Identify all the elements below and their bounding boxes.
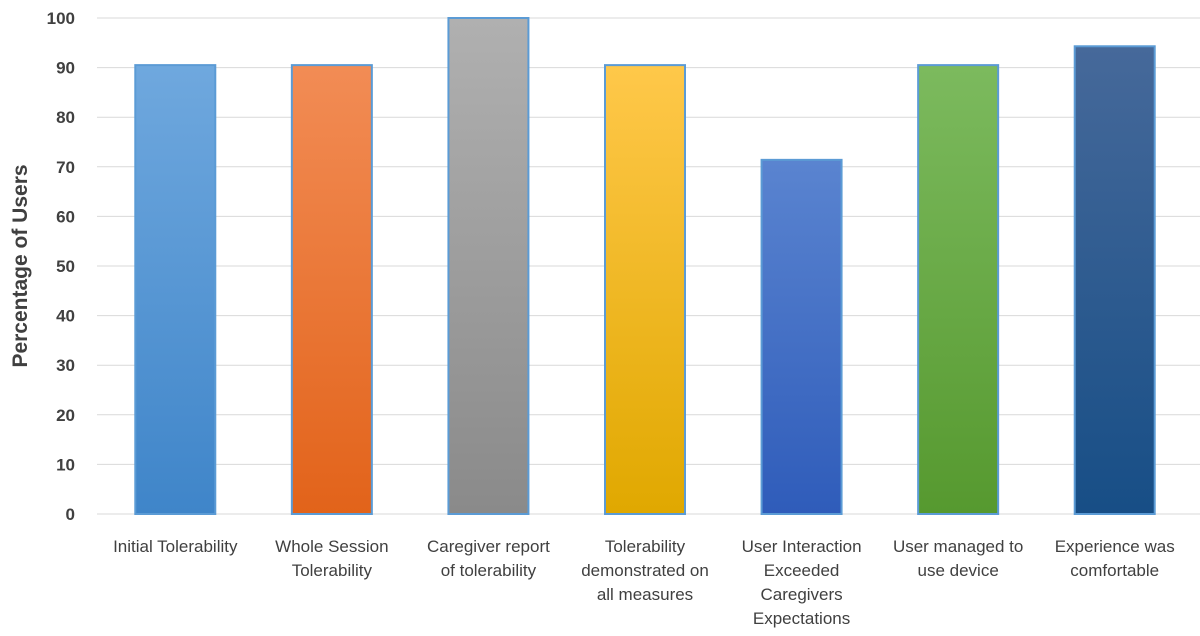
- y-tick-label: 0: [66, 505, 75, 524]
- bar-1: [134, 64, 217, 516]
- y-tick-label: 10: [56, 455, 75, 474]
- bars: [134, 17, 1156, 516]
- bar-7: [1073, 45, 1156, 515]
- bar-4: [604, 64, 686, 516]
- x-tick-label: Experience was comfortable: [1055, 537, 1175, 580]
- y-tick-label: 50: [56, 257, 75, 276]
- x-tick-label: Initial Tolerability: [113, 537, 238, 556]
- bar-6: [917, 64, 1000, 516]
- y-tick-label: 90: [56, 59, 75, 78]
- y-axis-label: Percentage of Users: [9, 164, 32, 367]
- x-tick-label: User Interaction Exceeded Caregivers Expect…: [742, 537, 862, 628]
- x-tick-label: Whole Session Tolerability: [275, 537, 388, 580]
- bar-5: [760, 158, 843, 516]
- x-tick-label: User managed to use device: [893, 537, 1023, 580]
- y-tick-label: 40: [56, 307, 75, 326]
- x-tick-label: Tolerability demonstrated on all measures: [581, 537, 709, 604]
- bar-3: [447, 17, 530, 515]
- y-tick-label: 70: [56, 158, 75, 177]
- y-tick-label: 100: [47, 9, 75, 28]
- y-tick-label: 30: [56, 356, 75, 375]
- y-tick-label: 20: [56, 406, 75, 425]
- y-tick-label: 80: [56, 108, 75, 127]
- bar-2: [290, 64, 373, 516]
- y-tick-labels: 0 10 20 30 40 50 60 70 80 90 100: [47, 9, 75, 524]
- y-tick-label: 60: [56, 207, 75, 226]
- x-tick-labels: Initial Tolerability Whole Session Tolerab…: [113, 537, 1175, 628]
- x-tick-label: Caregiver report of tolerability: [427, 537, 550, 580]
